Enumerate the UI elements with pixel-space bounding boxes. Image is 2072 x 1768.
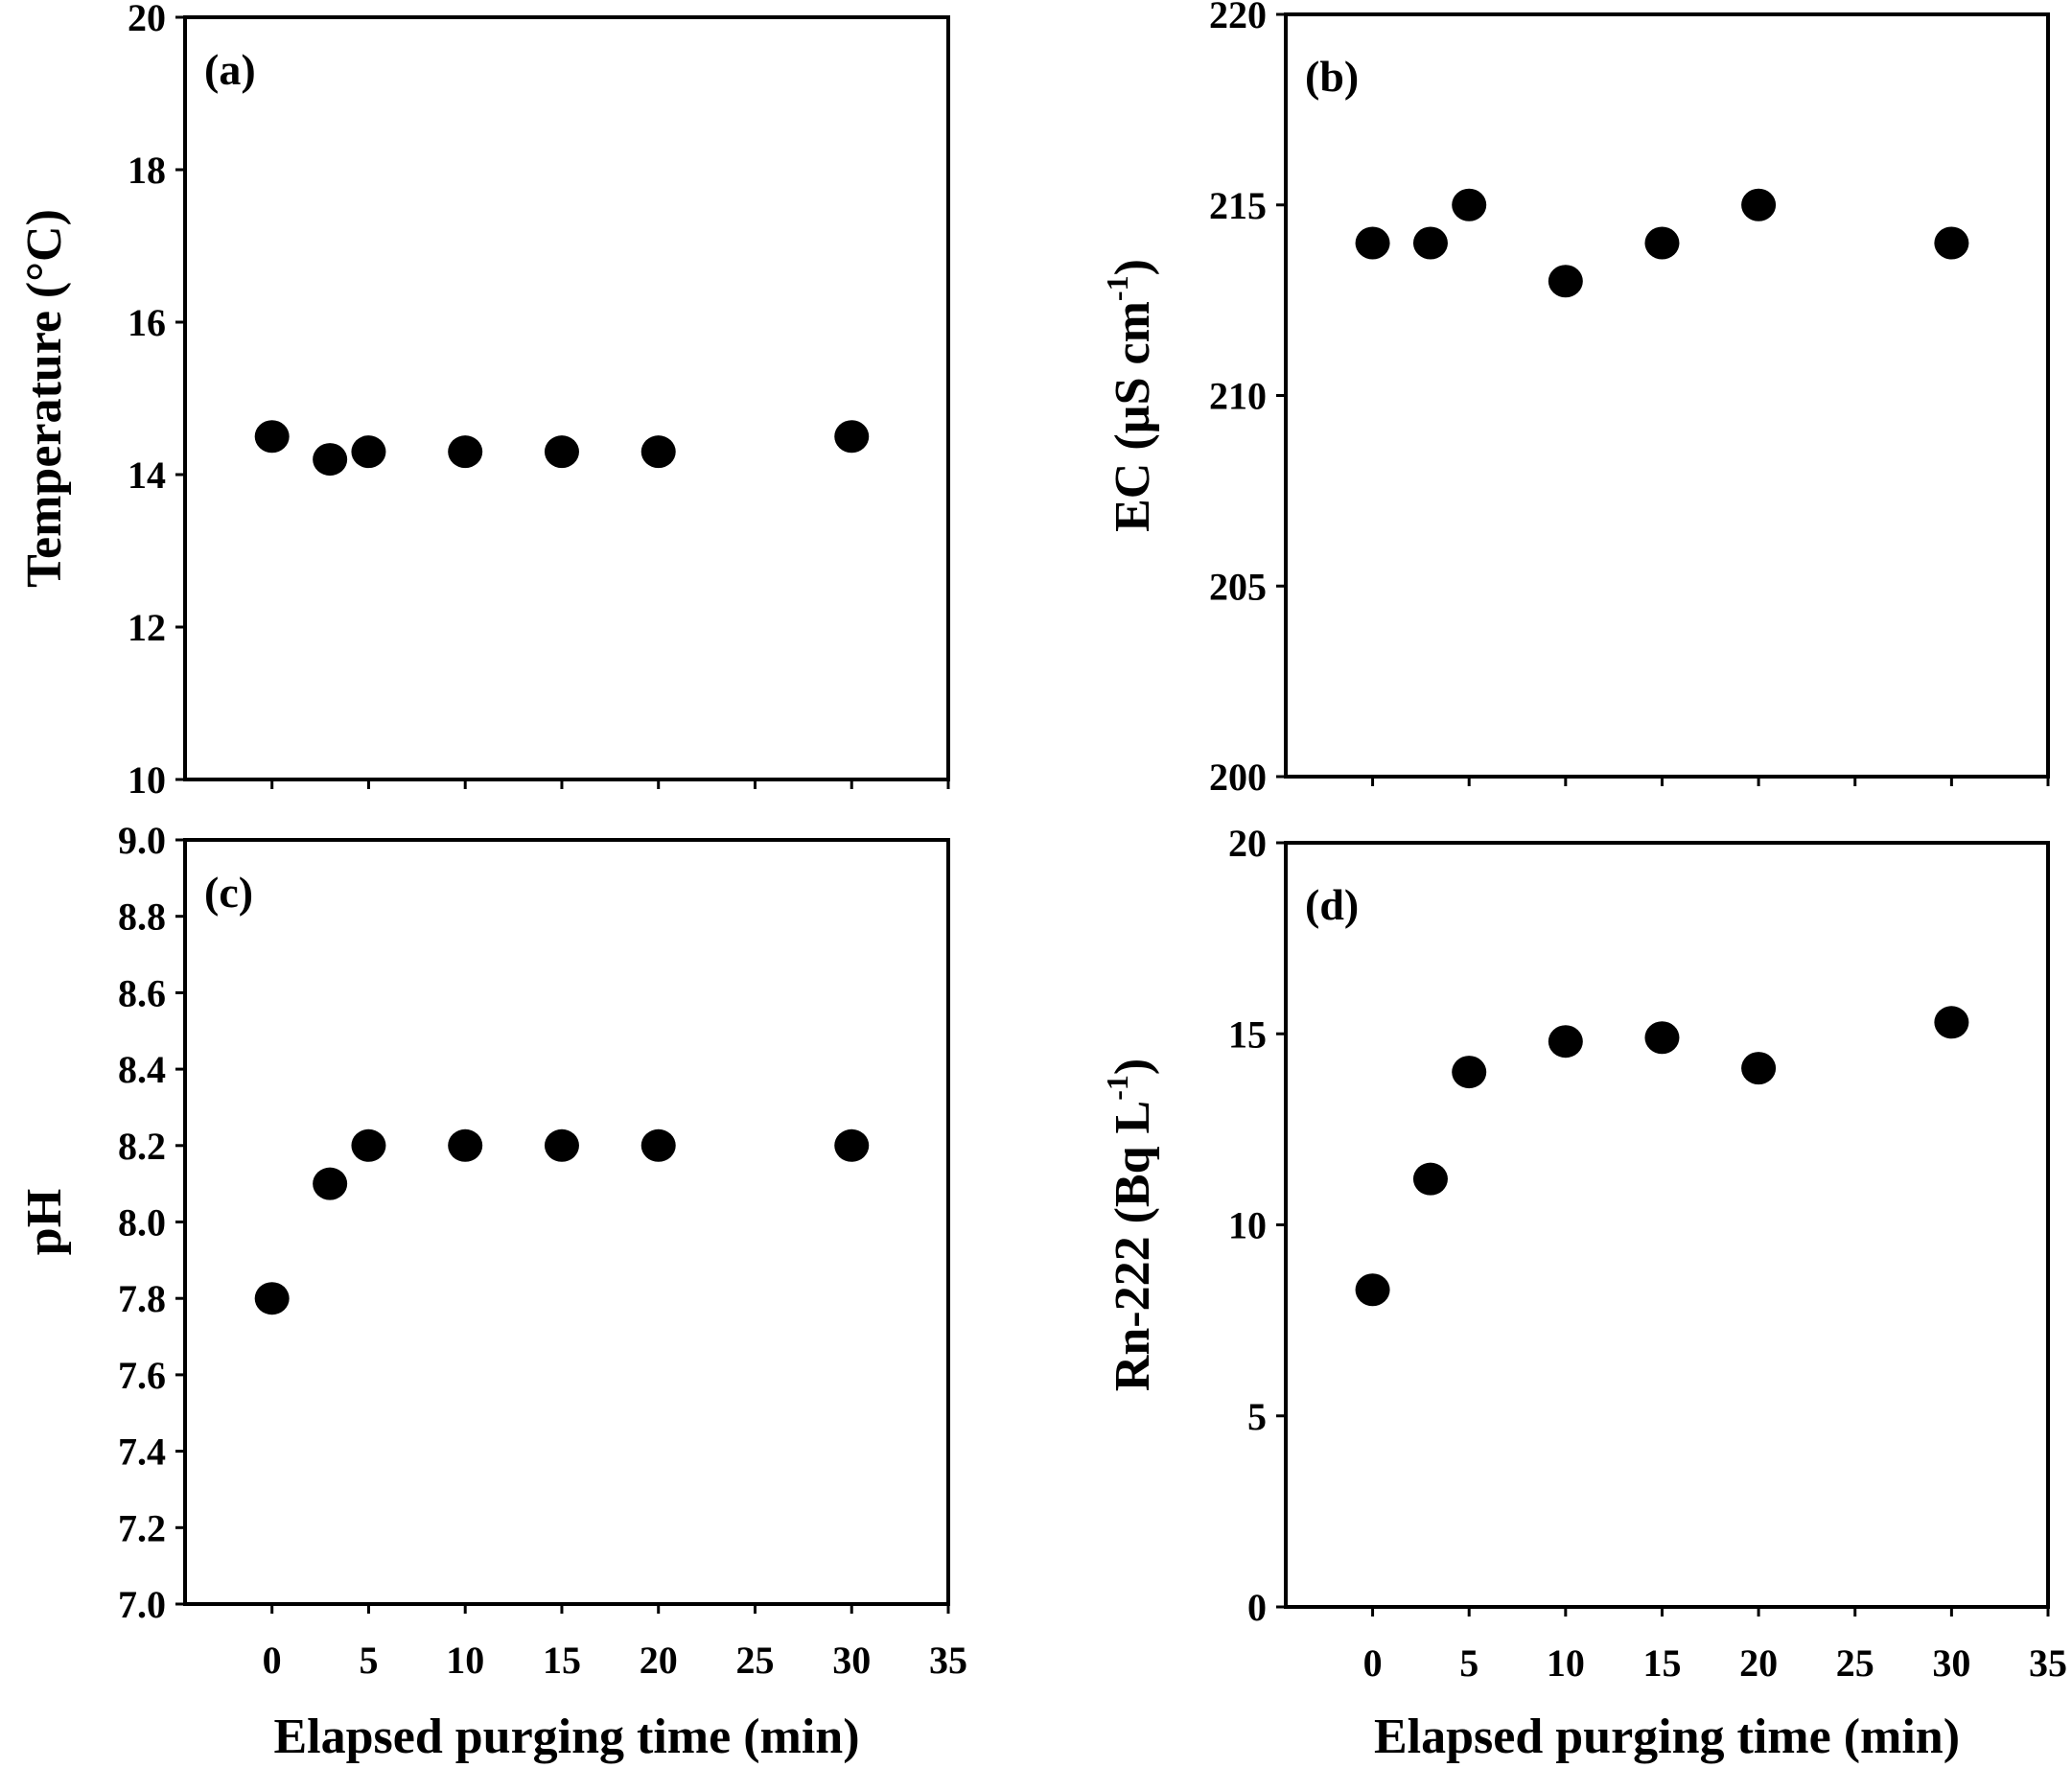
- x-tick-label: 35: [929, 1639, 967, 1682]
- panel-c: 7.0 7.2 7.4 7.6 7.8 8.0 8.2 8.4 8.6 8.8 9.0 0 5 10 15 2…: [17, 819, 967, 1764]
- data-point: [1741, 1052, 1777, 1085]
- x-tick-label: 30: [832, 1639, 871, 1682]
- x-tick-label: 10: [1547, 1641, 1585, 1685]
- y-tick-label: 7.2: [118, 1506, 166, 1549]
- data-point: [1452, 1056, 1487, 1089]
- x-tick-label: 25: [1836, 1641, 1874, 1685]
- x-tick-label: 10: [446, 1639, 484, 1682]
- data-point: [1412, 226, 1448, 260]
- panel-d: 0 5 10 15 20 0 5 10 15 20 25 30 35 (d) Rn-222 (Bq L-1)…: [1100, 822, 2067, 1764]
- y-tick-label: 8.2: [118, 1125, 166, 1168]
- y-tick-label: 200: [1209, 756, 1267, 799]
- x-axis-label: Elapsed purging time (min): [273, 1710, 859, 1764]
- data-point: [1548, 1025, 1583, 1058]
- plot-frame: [1284, 12, 2050, 779]
- y-tick-label: 9.0: [118, 819, 166, 862]
- panel-label: (d): [1305, 880, 1359, 929]
- data-point: [254, 420, 290, 454]
- y-axis-label-text: pH: [17, 1189, 72, 1255]
- y-tick-label: 205: [1209, 565, 1267, 608]
- y-axis-label: Temperature (°C): [17, 209, 72, 588]
- data-point: [1741, 188, 1777, 221]
- x-tick-label: 5: [359, 1639, 378, 1682]
- y-axis-label-end: ): [1106, 1058, 1160, 1075]
- data-point: [1452, 188, 1487, 221]
- y-tick-label: 220: [1209, 0, 1267, 36]
- data-point: [544, 435, 579, 469]
- x-tick-label: 35: [2029, 1641, 2067, 1685]
- y-axis-label: Rn-222 (Bq L-1): [1100, 1058, 1160, 1391]
- x-tick-label: 30: [1932, 1641, 1970, 1685]
- data-point: [834, 420, 870, 454]
- plot-frame: [183, 15, 950, 781]
- y-tick-label: 7.8: [118, 1277, 166, 1320]
- data-point: [1355, 226, 1390, 260]
- data-point: [351, 435, 386, 469]
- panel-a: 10 12 14 16 18 20 (a) Temperature (°C): [17, 0, 950, 802]
- y-tick-label: 0: [1247, 1586, 1267, 1629]
- data-point: [1548, 265, 1583, 298]
- y-tick-label: 7.6: [118, 1354, 166, 1397]
- data-point: [1355, 1273, 1390, 1307]
- y-axis-label: EC (µS cm-1): [1100, 259, 1160, 532]
- data-point: [351, 1128, 386, 1162]
- y-axis-label-superscript: -1: [1100, 1075, 1134, 1101]
- data-point: [1644, 1021, 1680, 1055]
- data-point: [1412, 1162, 1448, 1196]
- plot-frame: [1284, 841, 2050, 1609]
- data-point: [254, 1282, 290, 1315]
- y-tick-label: 14: [128, 454, 166, 497]
- y-axis-label-text: EC (µS cm: [1106, 301, 1160, 532]
- data-point: [1934, 1006, 1969, 1039]
- panel-b: 200 205 210 215 220 (b) EC (µS cm-1): [1100, 0, 2050, 799]
- y-tick-label: 5: [1247, 1395, 1267, 1438]
- y-axis-label-superscript: -1: [1100, 275, 1134, 301]
- data-point: [448, 435, 483, 469]
- x-tick-label: 0: [263, 1639, 282, 1682]
- x-tick-label: 15: [543, 1639, 581, 1682]
- y-tick-label: 12: [128, 606, 166, 649]
- y-axis-label-text: Temperature (°C): [17, 209, 72, 588]
- y-tick-label: 15: [1228, 1012, 1267, 1056]
- y-tick-label: 10: [128, 758, 166, 802]
- panel-label: (a): [204, 45, 256, 94]
- y-tick-label: 20: [128, 0, 166, 39]
- data-point: [544, 1128, 579, 1162]
- panel-label: (c): [204, 868, 253, 917]
- data-point: [640, 435, 676, 469]
- data-point: [640, 1128, 676, 1162]
- x-tick-label: 15: [1642, 1641, 1681, 1685]
- y-tick-label: 8.6: [118, 971, 166, 1014]
- data-point: [834, 1128, 870, 1162]
- x-tick-label: 0: [1363, 1641, 1383, 1685]
- x-axis-label: Elapsed purging time (min): [1374, 1710, 1960, 1764]
- y-tick-label: 18: [128, 149, 166, 192]
- y-axis-label: pH: [17, 1189, 72, 1255]
- data-point: [448, 1128, 483, 1162]
- data-point: [1934, 226, 1969, 260]
- y-axis-label-end: ): [1106, 259, 1160, 275]
- y-tick-label: 20: [1228, 822, 1267, 865]
- y-tick-label: 215: [1209, 184, 1267, 227]
- y-tick-label: 7.0: [118, 1583, 166, 1626]
- y-tick-label: 210: [1209, 375, 1267, 418]
- panel-label: (b): [1305, 52, 1359, 101]
- data-point: [313, 443, 348, 477]
- data-point: [313, 1167, 348, 1200]
- y-tick-label: 8.8: [118, 896, 166, 939]
- data-point: [1644, 226, 1680, 260]
- y-axis-label-text: Rn-222 (Bq L: [1106, 1101, 1160, 1391]
- plot-frame: [183, 838, 950, 1606]
- y-tick-label: 7.4: [118, 1431, 166, 1474]
- y-tick-label: 8.0: [118, 1201, 166, 1245]
- x-tick-label: 25: [735, 1639, 774, 1682]
- y-tick-label: 16: [128, 301, 166, 344]
- y-tick-label: 10: [1228, 1204, 1267, 1247]
- y-tick-label: 8.4: [118, 1048, 166, 1091]
- x-tick-label: 5: [1459, 1641, 1478, 1685]
- x-tick-label: 20: [640, 1639, 678, 1682]
- x-tick-label: 20: [1739, 1641, 1778, 1685]
